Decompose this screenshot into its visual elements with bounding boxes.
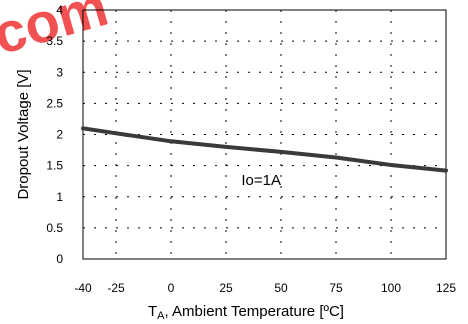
x-tick-labels: -40 -25 0 25 50 75 100 125 (74, 281, 456, 295)
series-annotation: Io=1A (241, 172, 281, 189)
x-tick-label: 125 (436, 281, 456, 295)
annotations: Io=1A (241, 172, 281, 189)
x-tick-label: 50 (274, 281, 288, 295)
y-tick-label: 3.5 (46, 34, 63, 48)
x-axis-label-subscript: A (157, 310, 165, 322)
plot-frame (82, 9, 447, 260)
x-tick-label: 0 (168, 281, 175, 295)
y-tick-label: 1.5 (46, 159, 63, 173)
y-tick-labels: 0 0.5 1 1.5 2 2.5 3 3.5 4 (46, 3, 63, 266)
x-tick-label: 100 (381, 281, 401, 295)
x-tick-label: -40 (74, 281, 92, 295)
series-line (81, 126, 448, 173)
series-layer (81, 126, 448, 173)
x-tick-label: -25 (107, 281, 125, 295)
y-tick-label: 4 (56, 3, 63, 17)
y-tick-label: 0.5 (46, 221, 63, 235)
y-tick-label: 0 (56, 252, 63, 266)
x-tick-label: 75 (329, 281, 343, 295)
y-tick-label: 2.5 (46, 96, 63, 110)
x-axis-label-main: T (148, 303, 157, 320)
x-axis-label: TA, Ambient Temperature [ºC] (148, 303, 344, 322)
x-tick-label: 25 (219, 281, 233, 295)
y-tick-label: 3 (56, 65, 63, 79)
y-tick-label: 1 (56, 190, 63, 204)
x-axis-label-rest: , Ambient Temperature [ºC] (165, 303, 344, 320)
y-tick-label: 2 (56, 128, 63, 142)
y-axis-label: Dropout Voltage [V] (15, 69, 32, 199)
